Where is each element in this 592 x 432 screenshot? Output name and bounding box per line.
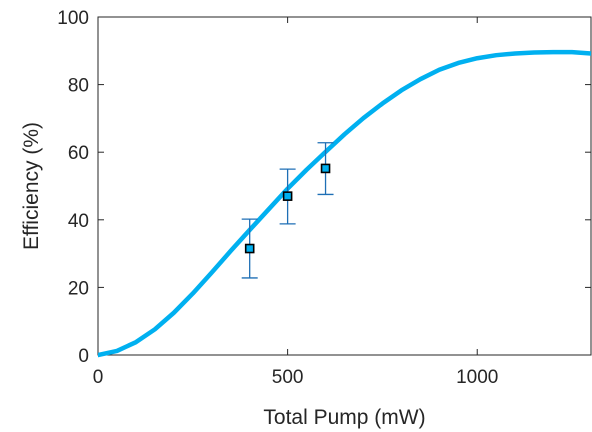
efficiency-curve bbox=[98, 49, 591, 358]
data-point-marker bbox=[320, 163, 331, 174]
y-axis-label: Efficiency (%) bbox=[20, 122, 43, 250]
x-axis-label: Total Pump (mW) bbox=[263, 406, 425, 429]
axes: 0 500 1000 0 20 40 60 80 100 bbox=[57, 8, 592, 388]
x-tick-label: 1000 bbox=[456, 367, 498, 388]
x-tick-label: 0 bbox=[93, 367, 104, 388]
y-tick-label: 100 bbox=[57, 8, 89, 29]
x-tick-label: 500 bbox=[272, 367, 304, 388]
axes-box bbox=[97, 16, 592, 356]
y-tick-label: 20 bbox=[68, 278, 89, 299]
y-tick-label: 40 bbox=[68, 211, 89, 232]
data-point-marker bbox=[244, 243, 255, 254]
y-tick-label: 0 bbox=[78, 346, 89, 367]
plot-area bbox=[98, 49, 591, 358]
y-tick-label: 60 bbox=[68, 143, 89, 164]
data-point-marker bbox=[282, 191, 293, 201]
y-tick-label: 80 bbox=[68, 76, 89, 97]
